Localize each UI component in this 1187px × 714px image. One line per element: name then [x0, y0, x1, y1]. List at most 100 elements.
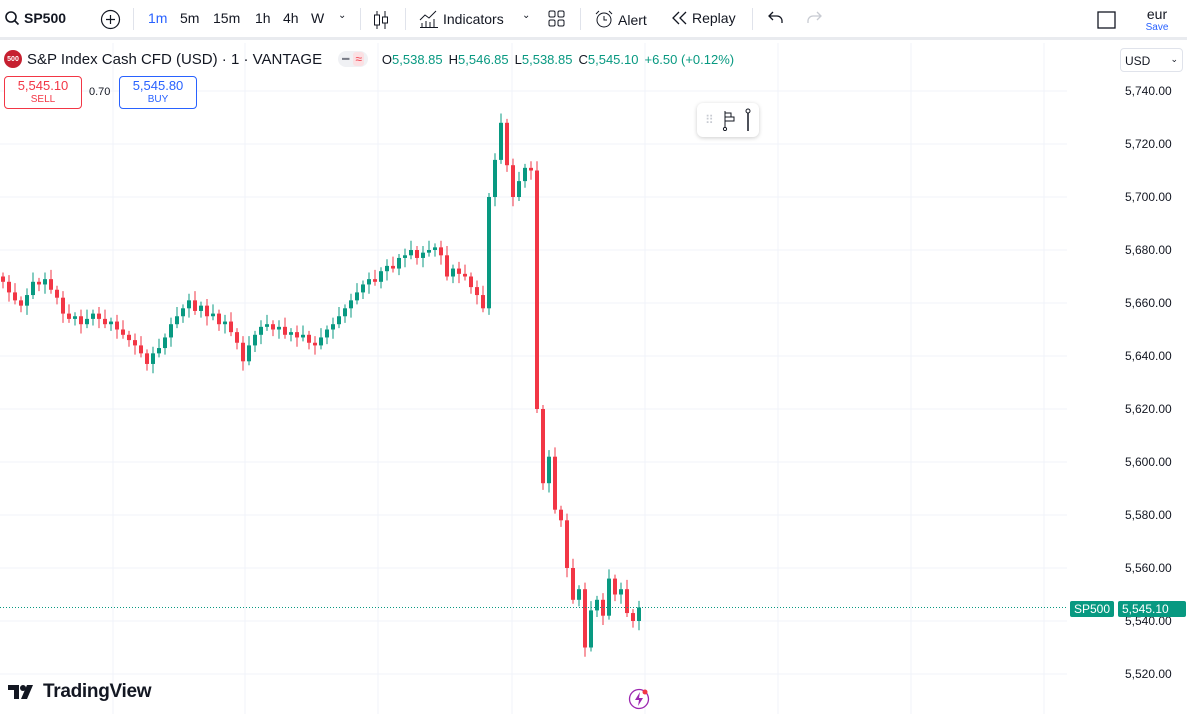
candle-body	[67, 313, 71, 319]
chart-canvas[interactable]	[0, 43, 1187, 714]
candle-body	[115, 321, 119, 330]
candle	[577, 585, 581, 607]
candle-body	[355, 292, 359, 301]
interval-1h[interactable]: 1h	[255, 10, 271, 26]
undo-icon	[768, 11, 783, 23]
candle-body	[481, 295, 485, 309]
candle	[379, 267, 383, 289]
candle	[49, 269, 53, 294]
candle	[583, 582, 587, 657]
candle	[253, 330, 257, 353]
candle-body	[409, 250, 413, 256]
candle	[469, 272, 473, 294]
interval-5m[interactable]: 5m	[180, 10, 200, 26]
lightning-icon[interactable]	[628, 688, 650, 710]
y-tick-label: 5,660.00	[1125, 296, 1172, 310]
candle	[31, 272, 35, 300]
candle	[97, 306, 101, 329]
indicators-button[interactable]: Indicators	[419, 10, 504, 28]
candle-body	[289, 332, 293, 335]
buy-button[interactable]: 5,545.80 BUY	[119, 76, 197, 109]
candle-body	[637, 607, 641, 621]
y-tick-label: 5,640.00	[1125, 349, 1172, 363]
interval-w[interactable]: W	[311, 10, 325, 26]
layout-save[interactable]: eur Save	[1140, 7, 1174, 34]
candle-body	[625, 589, 629, 614]
candle-body	[553, 456, 557, 510]
candle	[277, 320, 281, 339]
interval-1m[interactable]: 1m	[148, 10, 168, 26]
candle	[43, 272, 47, 294]
sell-button[interactable]: 5,545.10 SELL	[4, 76, 82, 109]
candle	[463, 264, 467, 281]
undo-button[interactable]	[768, 10, 784, 24]
symbol-title[interactable]: S&P Index Cash CFD (USD) · 1 · VANTAGE	[27, 50, 323, 68]
candle	[529, 161, 533, 180]
flag-icon[interactable]	[722, 109, 736, 131]
open-value: 5,538.85	[392, 51, 443, 67]
drag-handle-icon[interactable]: ⠿	[705, 113, 714, 127]
y-tick-label: 5,740.00	[1125, 84, 1172, 98]
candle-body	[37, 281, 41, 285]
candle-body	[85, 318, 89, 325]
tradingview-logo[interactable]: TradingView	[8, 681, 152, 703]
candle-body	[487, 197, 491, 309]
candle	[409, 240, 413, 260]
candle-body	[91, 313, 95, 319]
candle	[625, 579, 629, 618]
candle-body	[7, 281, 11, 293]
candle-body	[73, 316, 77, 319]
candle-body	[307, 334, 311, 343]
square-icon	[1097, 11, 1116, 29]
candle-body	[499, 122, 503, 160]
rewind-icon	[672, 11, 687, 25]
redo-button[interactable]	[806, 10, 822, 24]
candle	[145, 349, 149, 371]
candle	[367, 272, 371, 294]
candle-body	[169, 324, 173, 338]
candle-body	[217, 313, 221, 325]
candle	[511, 158, 515, 207]
fullscreen-button[interactable]	[1097, 11, 1116, 29]
alert-button[interactable]: Alert	[594, 10, 647, 30]
compare-button[interactable]	[100, 9, 121, 30]
candle	[115, 314, 119, 339]
y-tick-label: 5,620.00	[1125, 402, 1172, 416]
candle	[175, 306, 179, 329]
candle-body	[139, 345, 143, 354]
replay-button[interactable]: Replay	[672, 10, 736, 26]
candle-body	[541, 409, 545, 484]
candle-body	[445, 255, 449, 277]
indicators-chevron-icon[interactable]: ⌄	[522, 10, 531, 21]
interval-15m[interactable]: 15m	[213, 10, 241, 26]
candle-body	[511, 165, 515, 197]
candle-body	[229, 321, 233, 333]
candle-body	[583, 589, 587, 648]
candle	[301, 325, 305, 342]
indicators-icon	[419, 10, 438, 28]
candle	[295, 325, 299, 347]
candle	[559, 505, 563, 527]
candle	[361, 280, 365, 300]
symbol-search[interactable]: SP500	[4, 10, 66, 26]
interval-4h[interactable]: 4h	[283, 10, 299, 26]
candle-body	[1, 276, 5, 282]
pin-line-icon[interactable]	[744, 108, 752, 132]
candle	[601, 593, 605, 625]
candle	[337, 306, 341, 329]
chevron-down-icon[interactable]: ⌄	[338, 10, 347, 21]
candle	[13, 283, 17, 305]
currency-select[interactable]: USD ⌄	[1120, 48, 1183, 72]
candle	[499, 113, 503, 164]
chart-type-button[interactable]	[372, 10, 390, 30]
candle-body	[337, 316, 341, 325]
candle-body	[385, 265, 389, 272]
layout-button[interactable]	[548, 10, 566, 28]
candles-icon	[374, 11, 388, 29]
candle	[7, 275, 11, 302]
candle	[193, 291, 197, 315]
save-button[interactable]: Save	[1145, 22, 1169, 33]
status-pill[interactable]: ━ ≈	[338, 51, 368, 67]
candle-body	[439, 247, 443, 256]
candle	[613, 574, 617, 602]
